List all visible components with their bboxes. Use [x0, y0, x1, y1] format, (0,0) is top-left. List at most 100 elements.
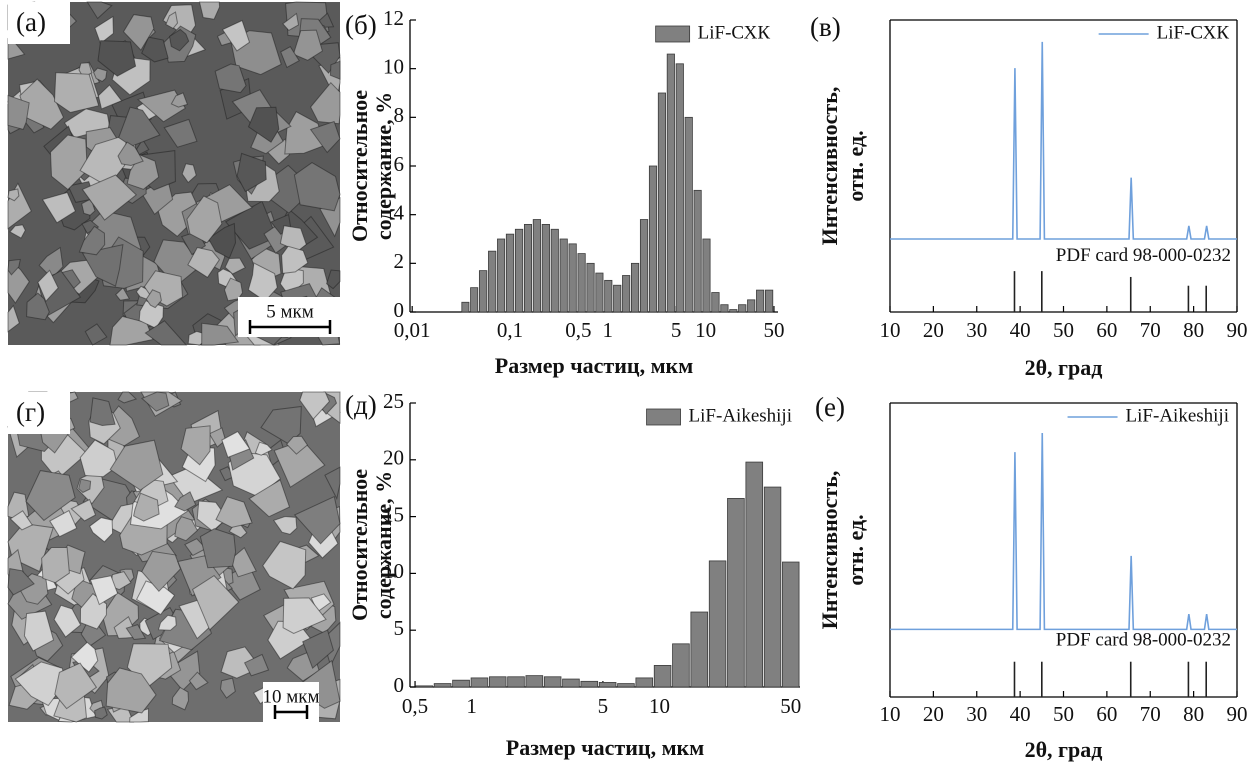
legend-swatch: [647, 409, 681, 425]
legend-swatch: [656, 26, 690, 42]
y-axis-label: отн. ед.: [843, 514, 868, 585]
x-tick-label: 20: [923, 702, 944, 726]
bar: [622, 276, 629, 313]
bar: [658, 93, 665, 312]
bar: [434, 684, 451, 687]
x-axis-label: Размер частиц, мкм: [506, 735, 704, 760]
panel-label: (г): [16, 397, 45, 427]
y-axis-label: Относительное: [347, 90, 372, 242]
chart-panel: (д)0,51510500510152025Относительноесодер…: [345, 389, 801, 760]
bar: [673, 644, 690, 687]
y-axis-label: содержание, %: [371, 92, 396, 240]
panel-label: (д): [345, 390, 377, 420]
y-axis-label: отн. ед.: [843, 130, 868, 201]
x-tick-label: 5: [671, 318, 682, 342]
x-tick-label: 20: [923, 318, 944, 342]
data-line: [890, 433, 1237, 629]
bar: [587, 263, 594, 312]
x-tick-label: 10: [880, 702, 901, 726]
bar: [515, 229, 522, 312]
x-tick-label: 60: [1096, 702, 1117, 726]
bar: [453, 680, 470, 687]
y-axis-label: содержание, %: [371, 471, 396, 619]
legend-label: LiF-СХК: [698, 22, 771, 43]
sem-image: (а)5 мкм: [8, 2, 342, 345]
figure: (а)5 мкм(г)10 мкм(б)0,010,10,51510500246…: [0, 0, 1260, 766]
bar: [506, 234, 513, 312]
legend-label: LiF-Aikeshiji: [1126, 405, 1229, 426]
bar: [739, 305, 746, 312]
bar: [551, 229, 558, 312]
x-tick-label: 30: [966, 318, 987, 342]
bar: [605, 280, 612, 312]
bar: [526, 676, 543, 687]
x-tick-label: 50: [763, 318, 784, 342]
bar: [462, 302, 469, 312]
x-tick-label: 1: [466, 694, 477, 718]
x-tick-label: 90: [1227, 318, 1248, 342]
bar: [631, 263, 638, 312]
scale-bar-label: 10 мкм: [262, 686, 319, 707]
y-tick-label: 0: [394, 298, 405, 322]
x-tick-label: 1: [603, 318, 614, 342]
y-axis-label: Относительное: [347, 469, 372, 621]
bar: [730, 310, 737, 312]
x-tick-label: 10: [695, 318, 716, 342]
bar: [542, 224, 549, 312]
y-tick-label: 0: [394, 673, 405, 697]
bar: [563, 679, 580, 687]
panel-label: (в): [810, 12, 841, 42]
bar: [471, 678, 488, 687]
y-axis-label: Интенсивность,: [817, 471, 842, 630]
chart-panel: (в)102030405060708090Интенсивность,отн. …: [810, 12, 1248, 380]
bar: [703, 239, 710, 312]
chart-panel: (б)0,010,10,5151050024681012Относительно…: [345, 6, 784, 378]
bar: [649, 166, 656, 312]
bar: [748, 300, 755, 312]
bar: [596, 273, 603, 312]
x-tick-label: 80: [1183, 318, 1204, 342]
x-tick-label: 80: [1183, 702, 1204, 726]
bar: [667, 54, 674, 312]
bar: [560, 239, 567, 312]
bar: [640, 220, 647, 312]
bar: [489, 677, 506, 687]
reference-label: PDF card 98-000-0232: [1056, 245, 1231, 266]
bar: [544, 677, 561, 687]
bar: [578, 254, 585, 312]
chart-panel: (е)102030405060708090Интенсивность,отн. …: [815, 392, 1248, 762]
panel-label: (е): [815, 392, 845, 422]
x-tick-label: 50: [780, 694, 801, 718]
bar: [782, 562, 799, 687]
x-axis-label: 2θ, град: [1025, 737, 1103, 762]
x-tick-label: 10: [649, 694, 670, 718]
y-axis-label: Интенсивность,: [817, 87, 842, 246]
x-tick-label: 60: [1096, 318, 1117, 342]
legend-label: LiF-Aikeshiji: [689, 405, 792, 426]
reference-label: PDF card 98-000-0232: [1056, 629, 1231, 650]
bar: [636, 678, 653, 687]
y-tick-label: 2: [394, 249, 405, 273]
sem-image: (г) 10 мкм: [8, 392, 340, 722]
x-tick-label: 70: [1140, 702, 1161, 726]
bar: [721, 305, 728, 312]
x-tick-label: 0,5: [565, 318, 591, 342]
bar: [728, 498, 745, 687]
x-axis-label: 2θ, град: [1025, 355, 1103, 380]
bar: [654, 665, 671, 687]
bar: [746, 462, 763, 687]
bar: [581, 681, 598, 687]
bar: [614, 285, 621, 312]
y-tick-label: 10: [383, 54, 404, 78]
x-tick-label: 0,1: [497, 318, 523, 342]
x-tick-label: 50: [1053, 702, 1074, 726]
x-tick-label: 5: [598, 694, 609, 718]
y-tick-label: 12: [383, 6, 404, 30]
y-tick-label: 25: [383, 389, 404, 413]
scale-bar-label: 5 мкм: [266, 301, 314, 322]
bar: [709, 561, 726, 687]
bar: [569, 244, 576, 312]
bar: [694, 190, 701, 312]
x-tick-label: 50: [1053, 318, 1074, 342]
bar: [416, 686, 433, 687]
